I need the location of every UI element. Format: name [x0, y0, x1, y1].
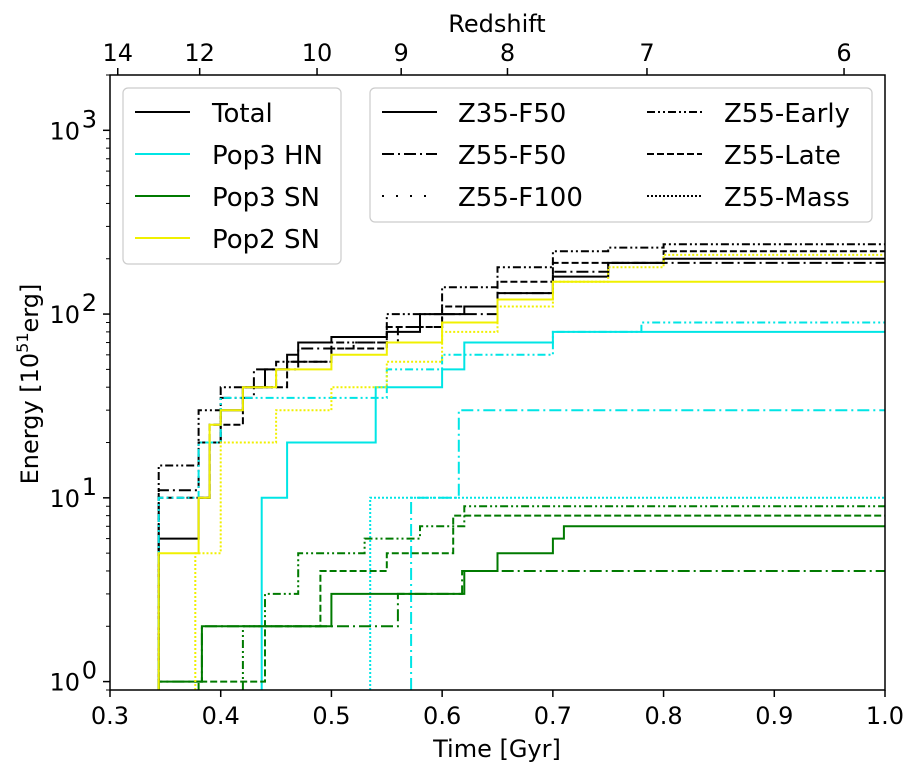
y-axis-label-suffix: erg]: [16, 284, 44, 333]
y-axis-label-exp: 51: [13, 332, 32, 352]
x-tick-label: 0.9: [755, 702, 793, 730]
y-axis-label-prefix: Energy [10: [16, 353, 44, 485]
series-line-8: [157, 525, 885, 690]
top-tick-label: 6: [836, 39, 851, 67]
legend-label-z35-f50: Z35-F50: [458, 99, 566, 129]
series-layer: [157, 243, 885, 690]
top-axis-label: Redshift: [448, 10, 545, 38]
top-tick-label: 7: [639, 39, 654, 67]
x-tick-label: 0.8: [644, 702, 682, 730]
x-tick-label: 0.7: [534, 702, 572, 730]
plot-frame: [109, 74, 886, 691]
legend-label-pop3-hn: Pop3 HN: [212, 141, 323, 171]
y-tick-label: 10: [49, 301, 80, 329]
series-line-13: [194, 253, 885, 690]
legend-components: Total Pop3 HN Pop3 SN Pop2 SN: [122, 87, 342, 265]
top-tick-label: 10: [302, 39, 333, 67]
top-axis: 14 12 10 9 8 7 6: [102, 39, 852, 75]
legend-label-pop2-sn: Pop2 SN: [212, 225, 320, 255]
top-tick-label: 8: [500, 39, 515, 67]
x-axis-label: Time [Gyr]: [432, 735, 561, 763]
x-tick-label: 0.5: [312, 702, 350, 730]
top-tick-label: 12: [184, 39, 215, 67]
bottom-axis: 0.3 0.4 0.5 0.6 0.7 0.8 0.9 1.0: [91, 690, 904, 730]
y-tick-label: 10: [49, 117, 80, 145]
y-tick-exponent: 2: [82, 289, 97, 317]
series-line-6: [410, 409, 885, 690]
legend-label-z55-mass: Z55-Mass: [724, 183, 850, 213]
y-tick-exponent: 0: [82, 657, 97, 685]
legend-components-box: [122, 87, 342, 265]
x-tick-label: 0.6: [423, 702, 461, 730]
y-axis-label: Energy [1051erg]: [13, 284, 44, 485]
x-tick-label: 0.3: [91, 702, 129, 730]
legend-label-z55-late: Z55-Late: [724, 141, 841, 171]
series-line-4: [260, 330, 885, 690]
legend-label-z55-f100: Z55-F100: [458, 183, 583, 213]
legend-models: Z35-F50 Z55-F50 Z55-F100 Z55-Early Z55-L…: [369, 87, 873, 223]
x-tick-label: 0.4: [202, 702, 240, 730]
legend-label-pop3-sn: Pop3 SN: [212, 183, 320, 213]
x-tick-label: 1.0: [866, 702, 904, 730]
legend-label-total: Total: [211, 99, 273, 129]
legend-models-box: [369, 87, 873, 223]
series-line-5: [157, 321, 885, 690]
legend-label-z55-f50: Z55-F50: [458, 141, 566, 171]
series-line-2: [157, 243, 885, 690]
top-tick-label: 14: [102, 39, 133, 67]
top-tick-label: 9: [394, 39, 409, 67]
legend-label-z55-early: Z55-Early: [724, 99, 850, 129]
y-tick-label: 10: [49, 485, 80, 513]
series-line-3: [157, 250, 885, 690]
y-tick-exponent: 3: [82, 105, 97, 133]
y-tick-label: 10: [49, 669, 80, 697]
series-line-11: [197, 514, 885, 690]
series-line-9: [157, 570, 885, 690]
y-tick-exponent: 1: [82, 473, 97, 501]
